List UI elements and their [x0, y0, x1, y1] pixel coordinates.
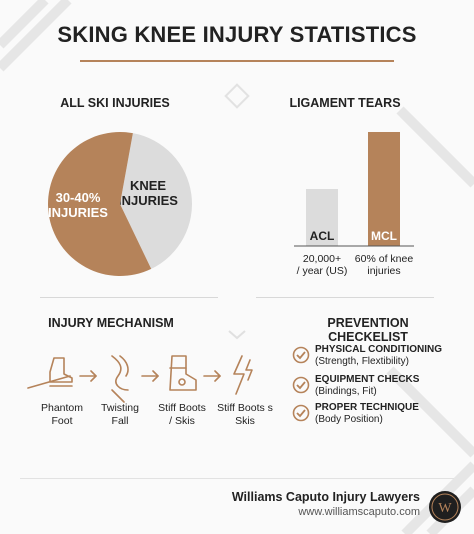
checklist-heading: EQUIPMENT CHECKS: [315, 374, 420, 385]
check-circle-icon: [292, 376, 310, 394]
checklist-item: EQUIPMENT CHECKS (Bindings, Fit): [292, 374, 452, 398]
pie-slice: [48, 132, 152, 276]
footer-website-link[interactable]: www.williamscaputo.com: [298, 506, 420, 518]
checklist-subtext: (Bindings, Fit): [315, 386, 377, 397]
check-circle-icon: [292, 346, 310, 364]
checklist-subtext: (Strength, Flextibility): [315, 356, 409, 367]
mechanism-icons: [27, 355, 253, 403]
checklist-section-title: PREVENTION CHECKELIST: [327, 316, 409, 344]
check-circle-icon: [292, 404, 310, 422]
section-divider-right: [256, 297, 434, 298]
bar-section-title: LIGAMENT TEARS: [289, 96, 401, 110]
bar-sublabel: 20,000+ / year (US): [297, 253, 348, 277]
boot-icon: [169, 355, 197, 391]
mechanism-label-2: Twisting Fall: [101, 402, 139, 427]
mechanism-label-3: Stiff Boots / Skis: [158, 402, 206, 427]
arrow-icon-2: [141, 370, 159, 382]
bar: [306, 189, 338, 246]
checklist-heading: PROPER TECHNIQUE: [315, 402, 419, 413]
bar-category-label: ACL: [310, 229, 335, 243]
lightning-icon: [233, 355, 253, 395]
bar-chart: ACL 20,000+ / year (US) MCL 60% of knee injur…: [294, 132, 414, 277]
pie-slice-label: KNEE INJURIES: [118, 178, 178, 208]
title-underline: [80, 60, 394, 62]
checklist-subtext: (Body Position): [315, 414, 383, 425]
footer-divider: [20, 478, 454, 479]
mechanism-label-4: Stiff Boots s Skis: [217, 402, 273, 427]
page-title: SKING KNEE INJURY STATISTICS: [57, 22, 417, 47]
mechanism-section-title: INJURY MECHANISM: [48, 316, 174, 330]
checklist-item: PROPER TECHNIQUE (Body Position): [292, 402, 452, 426]
pie-section-title: ALL SKI INJURIES: [60, 96, 170, 110]
bar: [368, 132, 400, 246]
mechanism-label-1: Phantom Foot: [40, 402, 84, 427]
pie-slice-label: 30-40% INJURIES: [48, 190, 108, 220]
pie-chart: KNEE INJURIES 30-40% INJURIES: [48, 132, 192, 276]
checklist-item: PHYSICAL CONDITIONING (Strength, Flextib…: [292, 344, 452, 368]
ski-boot-icon: [27, 357, 73, 389]
footer-firm-name: Williams Caputo Injury Lawyers: [231, 490, 420, 504]
bar-sublabel: 60% of knee injuries: [355, 253, 414, 277]
pie-slice: [120, 133, 192, 269]
arrow-icon-1: [79, 370, 97, 382]
checklist-heading: PHYSICAL CONDITIONING: [315, 344, 443, 355]
divider-chevron-icon: [228, 330, 246, 340]
firm-logo: W: [429, 491, 461, 523]
logo-letter: W: [438, 501, 452, 516]
bar-category-label: MCL: [371, 229, 397, 243]
knee-twist-icon: [111, 355, 129, 403]
section-divider-left: [40, 297, 218, 298]
arrow-icon-3: [203, 370, 221, 382]
